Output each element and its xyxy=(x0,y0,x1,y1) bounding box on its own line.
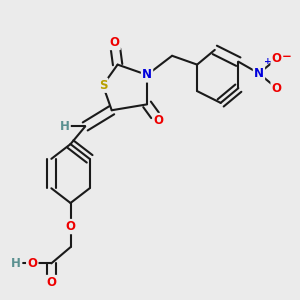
Text: O: O xyxy=(27,257,37,270)
Text: O: O xyxy=(272,82,282,95)
Text: N: N xyxy=(142,68,152,81)
Text: N: N xyxy=(254,67,264,80)
Text: O: O xyxy=(110,36,120,49)
Text: O: O xyxy=(46,276,56,289)
Text: +: + xyxy=(264,57,272,66)
Text: O: O xyxy=(272,52,282,65)
Text: −: − xyxy=(281,50,291,63)
Text: O: O xyxy=(154,114,164,127)
Text: H: H xyxy=(11,257,21,270)
Text: O: O xyxy=(65,220,76,233)
Text: S: S xyxy=(99,79,107,92)
Text: H: H xyxy=(60,120,70,133)
